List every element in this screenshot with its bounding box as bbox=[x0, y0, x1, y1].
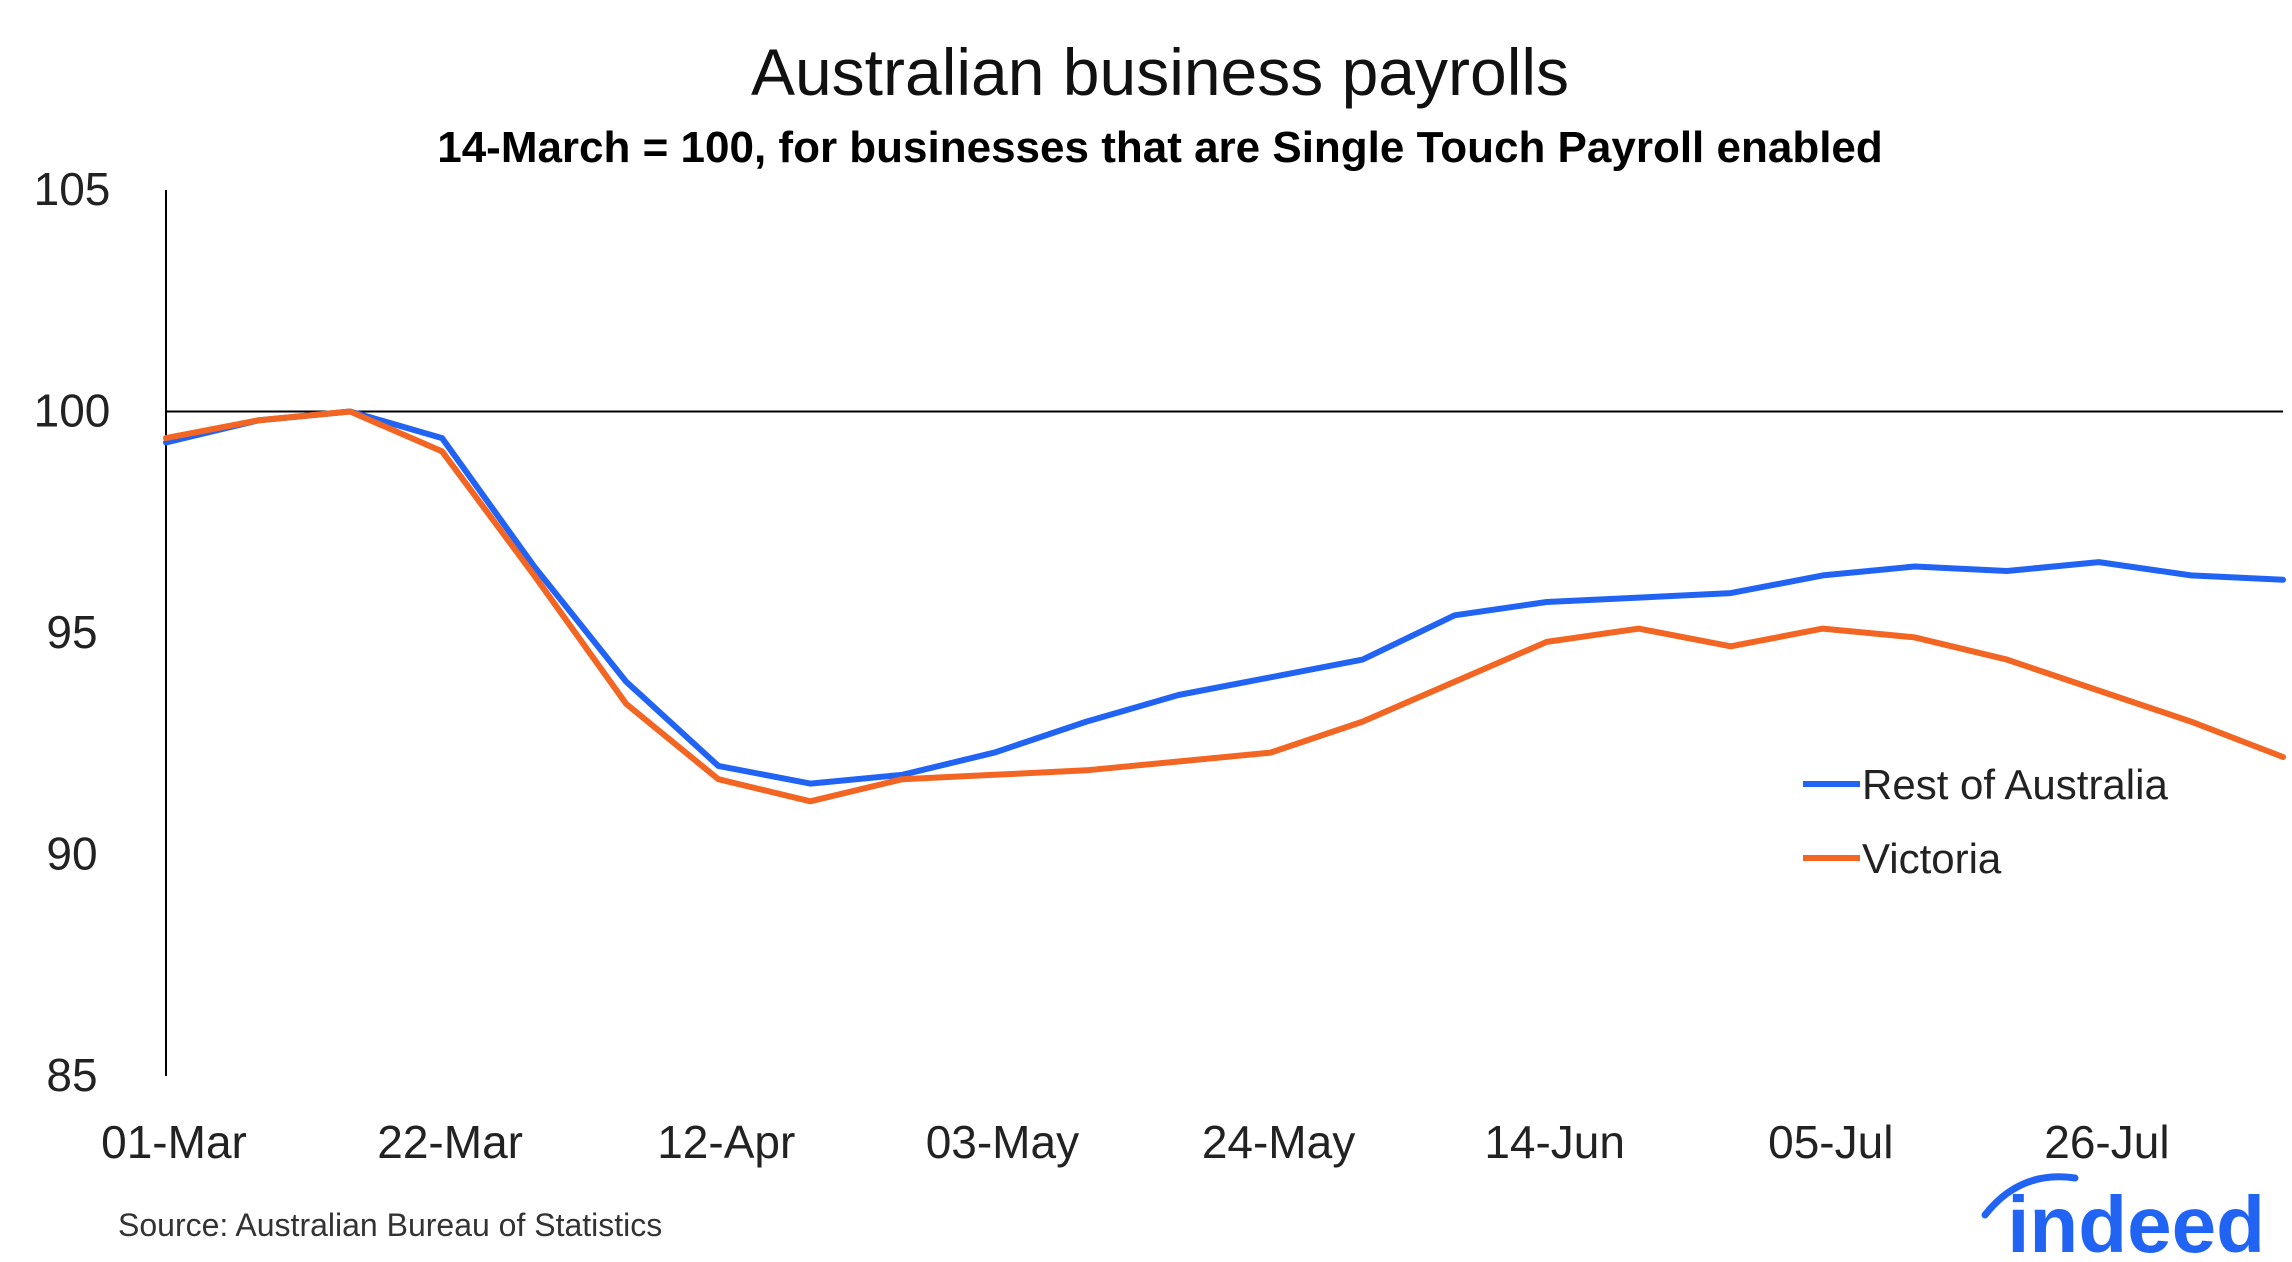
legend-label: Victoria bbox=[1862, 835, 2002, 882]
series-line-victoria bbox=[163, 408, 2286, 805]
x-tick-label: 22-Mar bbox=[377, 1116, 523, 1168]
indeed-logo[interactable]: indeed bbox=[2007, 1180, 2265, 1262]
y-tick-label: 100 bbox=[34, 385, 111, 437]
y-tick-label: 95 bbox=[46, 606, 97, 658]
x-tick-label: 03-May bbox=[926, 1116, 1079, 1168]
x-tick-label: 14-Jun bbox=[1484, 1116, 1625, 1168]
chart-subtitle: 14-March = 100, for businesses that are … bbox=[437, 123, 1883, 172]
y-tick-label: 85 bbox=[46, 1049, 97, 1101]
x-tick-label: 26-Jul bbox=[2044, 1116, 2169, 1168]
y-tick-label: 105 bbox=[34, 163, 111, 215]
x-tick-label: 01-Mar bbox=[101, 1116, 247, 1168]
x-tick-label: 05-Jul bbox=[1768, 1116, 1893, 1168]
y-tick-label: 90 bbox=[46, 828, 97, 880]
x-tick-label: 12-Apr bbox=[657, 1116, 795, 1168]
chart-title: Australian business payrolls bbox=[751, 35, 1569, 109]
series-line-rest-of-australia bbox=[163, 408, 2286, 787]
legend-label: Rest of Australia bbox=[1862, 761, 2168, 808]
source-note: Source: Australian Bureau of Statistics bbox=[118, 1207, 662, 1243]
x-tick-label: 24-May bbox=[1202, 1116, 1355, 1168]
indeed-logo-arc-icon bbox=[1981, 1173, 2079, 1219]
